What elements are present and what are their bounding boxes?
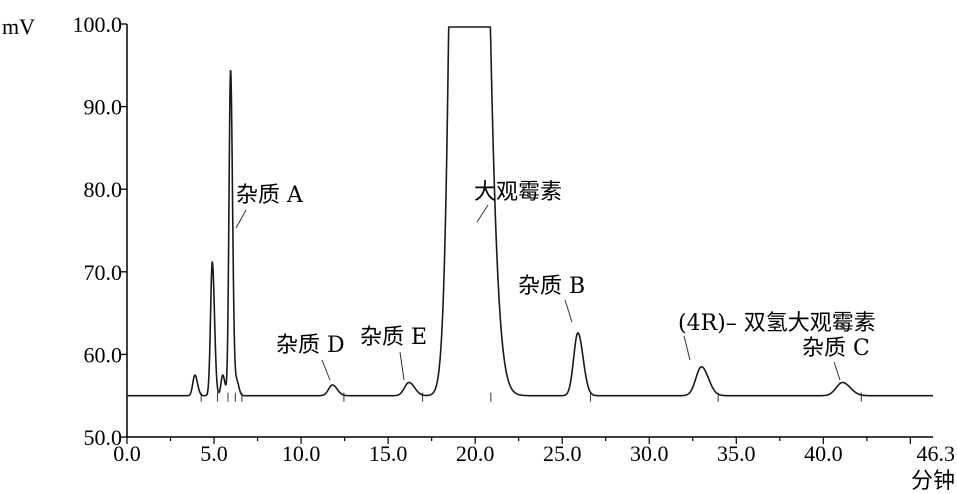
peak-label: 杂质 D bbox=[276, 333, 345, 358]
x-tick-label: 20.0 bbox=[456, 441, 495, 466]
y-tick-label: 90.0 bbox=[84, 95, 123, 120]
annotation-leader bbox=[683, 335, 691, 361]
peak-label: 杂质 C bbox=[802, 336, 870, 361]
y-ticks: 50.0 60.0 70.0 80.0 90.0 100.0 bbox=[73, 12, 127, 450]
annotation-leader bbox=[564, 299, 573, 323]
x-tick-label: 25.0 bbox=[543, 441, 582, 466]
x-tick-label: 10.0 bbox=[282, 441, 321, 466]
annotation-leader bbox=[399, 351, 405, 381]
x-axis-end-label: 46.3 bbox=[917, 441, 956, 466]
x-tick-label: 40.0 bbox=[804, 441, 843, 466]
x-tick-label: 35.0 bbox=[717, 441, 756, 466]
x-ticks: 0.0 5.0 10.0 15.0 20.0 25.0 30.0 35.0 40.0 bbox=[113, 437, 911, 466]
annotation-leader bbox=[235, 209, 247, 229]
annotation-leader bbox=[321, 359, 331, 381]
peak-label: 杂质 B bbox=[518, 274, 585, 299]
y-tick-label: 80.0 bbox=[84, 177, 123, 202]
peak-label: (4R)– 双氢大观霉素 bbox=[678, 311, 876, 336]
annotation-leader bbox=[476, 204, 489, 223]
y-tick-label: 60.0 bbox=[84, 342, 123, 367]
x-tick-label: 30.0 bbox=[630, 441, 669, 466]
y-axis-unit: mV bbox=[2, 14, 35, 39]
peak-marks bbox=[200, 392, 862, 402]
peak-label: 杂质 E bbox=[360, 325, 427, 350]
annotation-leader bbox=[833, 361, 841, 381]
x-axis-unit: 分钟 bbox=[911, 468, 955, 493]
x-tick-label: 15.0 bbox=[369, 441, 408, 466]
y-tick-label: 70.0 bbox=[84, 260, 123, 285]
x-tick-label: 5.0 bbox=[200, 441, 228, 466]
chromatogram-trace bbox=[126, 26, 934, 397]
x-tick-label: 0.0 bbox=[113, 441, 141, 466]
peak-label: 杂质 A bbox=[236, 183, 304, 208]
y-tick-label: 100.0 bbox=[73, 12, 123, 37]
axes bbox=[126, 24, 933, 438]
y-tick-label: 50.0 bbox=[84, 425, 123, 450]
peak-label: 大观霉素 bbox=[474, 180, 562, 205]
